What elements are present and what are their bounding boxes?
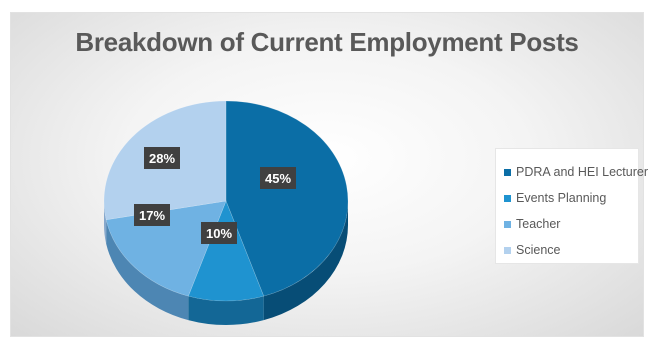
pie-labels: 45% 10% 17% 28% [134,147,296,244]
chart-title: Breakdown of Current Employment Posts [75,27,579,57]
legend-swatch-events [504,194,511,202]
pie-side-science [104,201,107,244]
legend-label-pdra: PDRA and HEI Lecturer [516,165,648,179]
pie-tops [103,100,349,302]
legend-label-science: Science [516,243,561,257]
data-label-box-science [144,147,180,169]
data-label-pdra: 45% [260,167,296,189]
data-label-events: 10% [201,222,237,244]
pie-slice-events [187,200,265,302]
pie-chart: 45% 10% 17% 28% [103,100,349,325]
legend-label-teacher: Teacher [516,217,561,231]
legend-item-teacher: Teacher [504,211,638,237]
data-label-box-pdra [260,167,296,189]
data-label-text-pdra: 45% [265,171,291,186]
data-label-science: 28% [144,147,180,169]
data-label-text-events: 10% [206,226,232,241]
legend-item-pdra: PDRA and HEI Lecturer [504,159,648,185]
pie-slice-pdra [225,100,349,297]
data-label-box-teacher [134,204,170,226]
legend: PDRA and HEI Lecturer Events Planning Te… [495,148,648,264]
legend-swatch-science [504,246,511,254]
legend-swatch-teacher [504,220,511,228]
data-label-teacher: 17% [134,204,170,226]
legend-item-science: Science [504,237,638,263]
legend-item-events: Events Planning [504,185,638,211]
pie-sides [104,201,348,325]
data-label-box-events [201,222,237,244]
legend-label-events: Events Planning [516,191,607,205]
pie-side-teacher [106,219,189,321]
pie-side-pdra [263,201,348,321]
data-label-text-teacher: 17% [139,208,165,223]
chart-area: Breakdown of Current Employment Posts 45… [10,12,648,337]
pie-side-events [188,296,264,325]
legend-swatch-pdra [504,168,511,176]
data-label-text-science: 28% [149,151,175,166]
